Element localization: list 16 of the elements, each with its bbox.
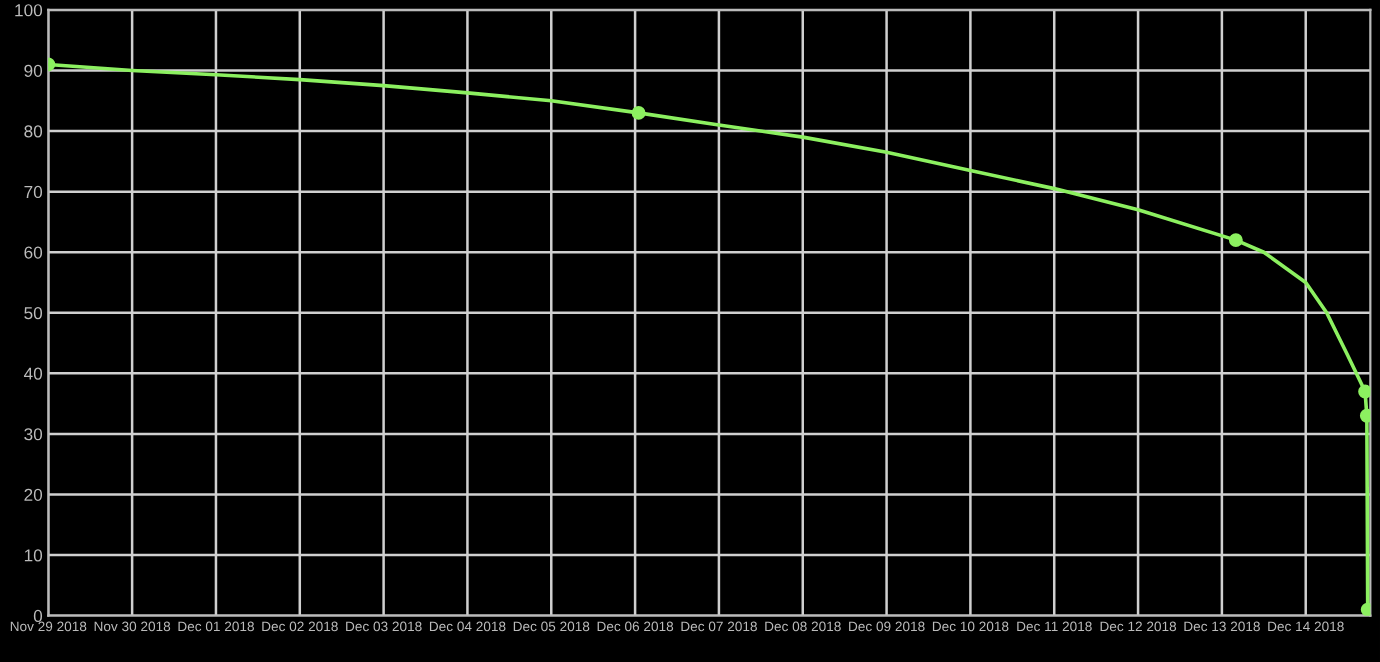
y-tick-label: 40 [23,367,43,380]
point [1358,384,1371,399]
y-tick-label: 20 [24,488,43,501]
y-tick-label: 0 [33,609,43,623]
y-tick-label: 60 [24,246,43,259]
y-tick-label: 50 [24,307,43,320]
point [1228,233,1243,248]
point [1359,408,1371,423]
point [1360,602,1371,616]
y-tick-label: 30 [24,428,43,441]
point [631,105,646,120]
y-tick-label: 100 [15,4,43,17]
y-tick-label: 70 [24,185,43,199]
y-tick-label: 90 [24,64,43,77]
y-tick-label: 10 [24,549,43,562]
y-tick-label: 80 [24,125,43,138]
